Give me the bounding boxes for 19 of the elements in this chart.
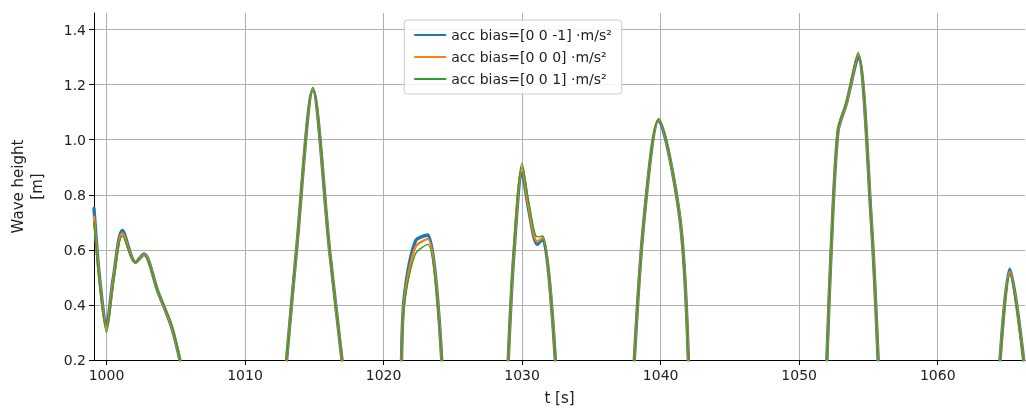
x-tick-label: 1040 (642, 367, 679, 383)
legend-label: acc bias=[0 0 1] ·m/s² (451, 71, 607, 87)
y-tick-label: 0.8 (63, 186, 86, 203)
y-tick-label: 1.0 (63, 131, 86, 148)
x-axis-title: t [s] (544, 388, 575, 407)
legend-label: acc bias=[0 0 0] ·m/s² (451, 49, 607, 65)
y-tick-label: 0.4 (63, 296, 87, 313)
y-tick-label: 1.2 (63, 76, 86, 93)
x-tick-label: 1000 (88, 367, 125, 383)
y-tick-label: 0.6 (63, 241, 87, 258)
legend-label: acc bias=[0 0 -1] ·m/s² (451, 27, 612, 43)
x-tick-label: 1060 (919, 367, 956, 383)
y-tick-label: 0.2 (63, 352, 86, 368)
y-axis-title: Wave height [m] (8, 139, 46, 234)
x-tick-label: 1050 (781, 367, 817, 383)
x-tick-label: 1030 (504, 367, 540, 383)
x-tick-label: 1020 (365, 367, 402, 383)
x-tick-label: 1010 (227, 367, 263, 383)
y-tick-label: 1.4 (63, 21, 87, 38)
